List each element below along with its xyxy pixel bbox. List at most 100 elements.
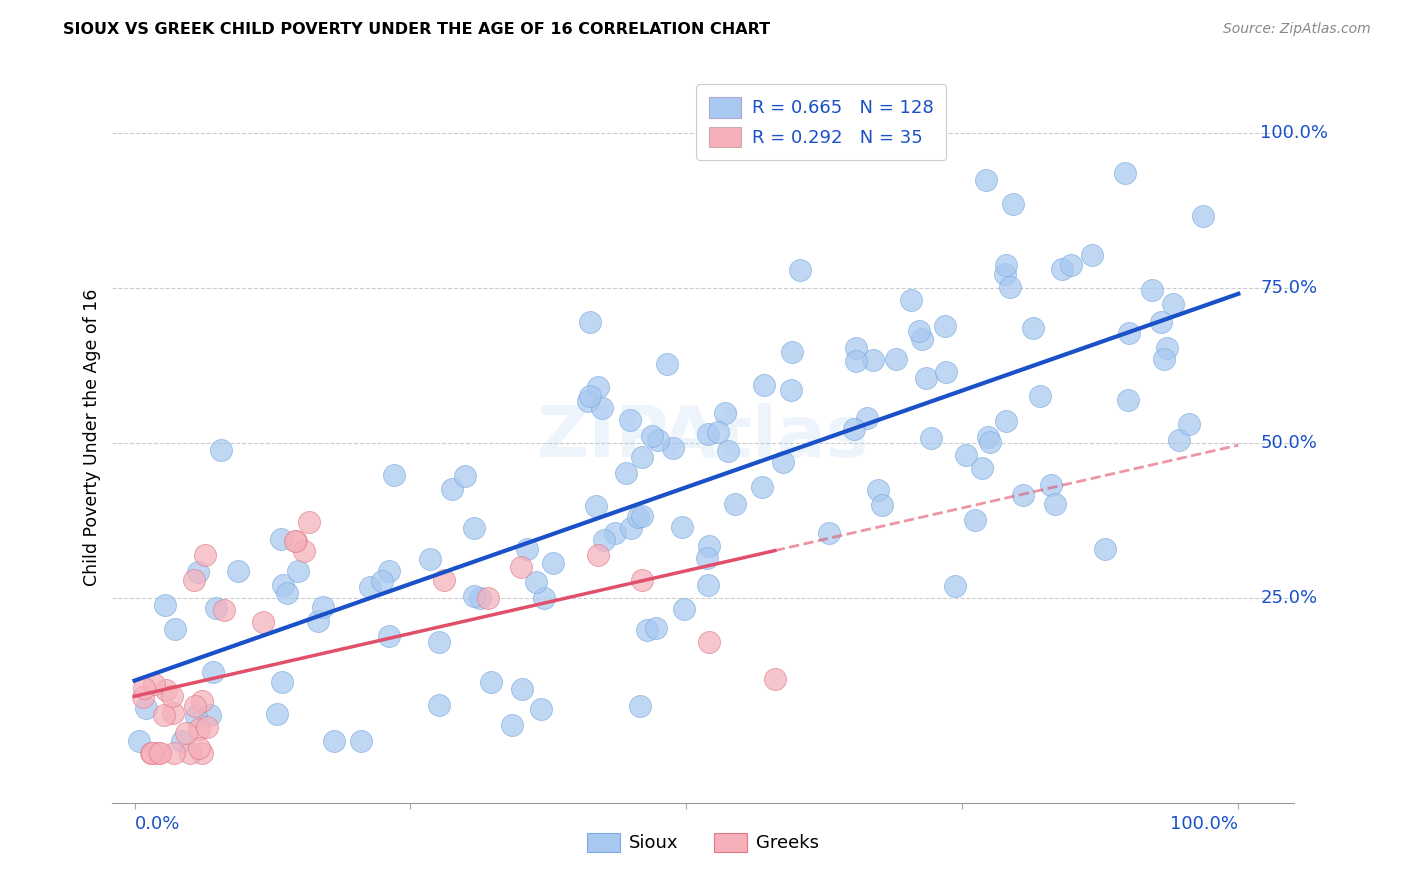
Point: [661, 442, 683, 456]
Text: 100.0%: 100.0%: [1260, 124, 1329, 143]
Point: [1012, 488, 1035, 502]
Point: [433, 573, 456, 587]
Point: [818, 526, 841, 541]
Point: [970, 461, 993, 475]
Text: 25.0%: 25.0%: [1260, 590, 1317, 607]
Point: [631, 508, 654, 523]
Point: [855, 411, 877, 425]
Point: [579, 315, 602, 329]
Point: [614, 466, 637, 480]
Point: [292, 543, 315, 558]
Text: Source: ZipAtlas.com: Source: ZipAtlas.com: [1223, 22, 1371, 37]
Point: [1060, 258, 1083, 272]
Point: [910, 332, 932, 346]
Point: [592, 533, 614, 547]
Point: [780, 344, 803, 359]
Text: 75.0%: 75.0%: [1260, 279, 1317, 297]
Point: [153, 599, 176, 613]
Point: [789, 263, 811, 277]
Point: [696, 551, 718, 566]
Point: [194, 548, 217, 562]
Point: [1153, 351, 1175, 366]
Point: [1021, 320, 1043, 334]
Point: [266, 706, 288, 721]
Point: [620, 521, 643, 535]
Point: [965, 513, 987, 527]
Point: [845, 353, 868, 368]
Point: [641, 428, 664, 442]
Point: [191, 693, 214, 707]
Point: [1118, 326, 1140, 341]
Point: [717, 444, 740, 458]
Point: [713, 406, 735, 420]
Point: [160, 689, 183, 703]
Point: [935, 365, 957, 379]
Point: [994, 267, 1017, 281]
Point: [1116, 392, 1139, 407]
Point: [866, 483, 889, 497]
Point: [870, 498, 893, 512]
Point: [844, 341, 866, 355]
Point: [697, 634, 720, 648]
Point: [148, 746, 170, 760]
Text: SIOUX VS GREEK CHILD POVERTY UNDER THE AGE OF 16 CORRELATION CHART: SIOUX VS GREEK CHILD POVERTY UNDER THE A…: [63, 22, 770, 37]
Point: [576, 394, 599, 409]
Point: [285, 534, 308, 549]
Point: [468, 591, 491, 605]
Point: [533, 591, 555, 606]
Point: [541, 556, 564, 570]
Point: [191, 746, 214, 760]
Point: [751, 480, 773, 494]
Point: [636, 624, 658, 638]
Point: [1094, 541, 1116, 556]
Point: [128, 734, 150, 748]
Point: [526, 575, 548, 590]
Point: [463, 521, 485, 535]
Point: [530, 702, 553, 716]
Point: [163, 623, 186, 637]
Point: [579, 389, 602, 403]
Point: [198, 707, 221, 722]
Point: [276, 586, 298, 600]
Point: [284, 534, 307, 549]
Point: [359, 580, 381, 594]
Point: [382, 467, 405, 482]
Point: [631, 573, 654, 587]
Point: [884, 351, 907, 366]
Point: [1161, 297, 1184, 311]
Point: [155, 683, 177, 698]
Point: [1114, 166, 1136, 180]
Point: [307, 615, 329, 629]
Point: [655, 357, 678, 371]
Text: 100.0%: 100.0%: [1170, 815, 1239, 833]
Point: [724, 497, 747, 511]
Point: [697, 578, 720, 592]
Point: [1050, 262, 1073, 277]
Point: [209, 442, 232, 457]
Point: [696, 426, 718, 441]
Point: [139, 746, 162, 760]
Point: [271, 577, 294, 591]
Point: [132, 690, 155, 704]
Point: [501, 717, 523, 731]
Text: 0.0%: 0.0%: [135, 815, 180, 833]
Point: [1002, 197, 1025, 211]
Point: [271, 674, 294, 689]
Point: [298, 515, 321, 529]
Point: [1142, 283, 1164, 297]
Point: [605, 526, 627, 541]
Point: [419, 551, 441, 566]
Point: [311, 599, 333, 614]
Point: [586, 548, 609, 562]
Point: [477, 591, 499, 606]
Point: [427, 635, 450, 649]
Point: [187, 565, 209, 579]
Point: [585, 499, 607, 513]
Point: [934, 318, 956, 333]
Point: [463, 589, 485, 603]
Point: [252, 615, 274, 629]
Point: [378, 564, 401, 578]
Point: [228, 564, 250, 578]
Point: [1167, 434, 1189, 448]
Point: [162, 706, 184, 721]
